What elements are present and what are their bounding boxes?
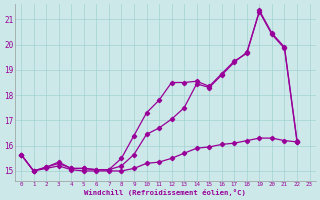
X-axis label: Windchill (Refroidissement éolien,°C): Windchill (Refroidissement éolien,°C) bbox=[84, 189, 246, 196]
